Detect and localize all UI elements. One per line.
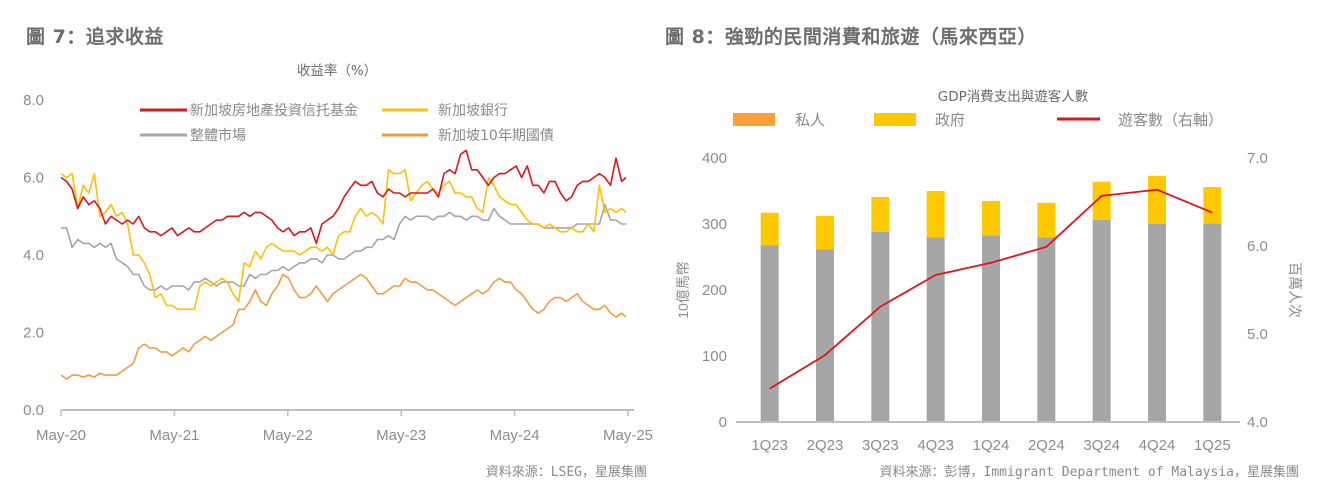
y-right-tick-label: 5.0 xyxy=(1247,326,1268,343)
legend-swatch-private xyxy=(733,113,775,126)
legend-label: 遊客數（右軸） xyxy=(1118,111,1223,129)
x-tick-label: 2Q24 xyxy=(1028,437,1065,454)
bar-private xyxy=(760,245,779,422)
legend-label: 整體市場 xyxy=(190,127,246,144)
bar-private xyxy=(926,237,945,422)
x-tick-label: May-25 xyxy=(603,427,653,444)
bar-government xyxy=(1203,187,1222,224)
visitors-line xyxy=(769,188,1213,390)
y-tick-label: 6.0 xyxy=(23,170,44,187)
bar-government xyxy=(871,196,890,232)
legend-swatch-government xyxy=(874,113,916,126)
x-tick-label: 1Q24 xyxy=(973,437,1010,454)
x-tick-label: 1Q23 xyxy=(751,437,788,454)
bar-private xyxy=(871,231,890,422)
figure-8-source: 資料來源：彭博，Immigrant Department of Malaysia… xyxy=(879,465,1299,480)
figure-7-source: 資料來源：LSEG，星展集團 xyxy=(485,465,647,480)
chart-2-title: GDP消費支出與遊客人數 xyxy=(938,88,1089,105)
y-tick-label: 400 xyxy=(702,150,727,167)
x-tick-label: 3Q23 xyxy=(862,437,899,454)
yield-line-chart: 收益率（%） 0.0 2.0 4.0 6.0 8.0 May-20 May-21 May-2… xyxy=(23,62,653,444)
bar-private xyxy=(816,249,834,422)
series-line-1 xyxy=(60,169,627,311)
y-right-tick-label: 7.0 xyxy=(1247,150,1268,167)
figure-8-title: 圖 8：強勁的民間消費和旅遊（馬來西亞） xyxy=(665,26,1037,48)
bar-government xyxy=(1092,181,1111,221)
bar-government xyxy=(760,212,779,246)
right-axis-label: 百萬人次 xyxy=(1287,262,1303,318)
y-right-tick-label: 4.0 xyxy=(1247,414,1268,431)
y-tick-label: 100 xyxy=(702,348,727,365)
x-tick-label: 4Q23 xyxy=(917,437,954,454)
x-tick-label: 1Q25 xyxy=(1194,437,1231,454)
x-tick-label: May-22 xyxy=(263,427,313,444)
x-tick-label: 3Q24 xyxy=(1083,437,1120,454)
series-line-3 xyxy=(60,273,627,380)
bar-government xyxy=(926,191,945,238)
y-tick-label: 4.0 xyxy=(23,247,44,264)
y-tick-label: 2.0 xyxy=(23,325,44,342)
bar-government xyxy=(816,216,834,250)
figure-7-title: 圖 7：追求收益 xyxy=(26,26,164,48)
bar-private xyxy=(1203,223,1222,422)
y-tick-label: 0 xyxy=(719,414,727,431)
x-tick-label: May-23 xyxy=(376,427,426,444)
bar-private xyxy=(1037,237,1056,422)
y-tick-label: 200 xyxy=(702,282,727,299)
chart-1-title: 收益率（%） xyxy=(297,62,377,79)
bar-private xyxy=(1092,220,1111,422)
y-tick-label: 300 xyxy=(702,216,727,233)
legend-label: 新加坡房地產投資信托基金 xyxy=(190,102,358,119)
x-tick-label: May-24 xyxy=(490,427,540,444)
series-line-0 xyxy=(60,149,627,245)
bar-private xyxy=(982,235,1000,422)
x-tick-label: 4Q24 xyxy=(1139,437,1176,454)
left-axis-label: 10億馬幣 xyxy=(675,261,691,319)
legend-label: 新加坡銀行 xyxy=(438,103,508,119)
legend-label: 私人 xyxy=(795,111,825,129)
x-tick-label: May-20 xyxy=(36,427,86,444)
y-right-tick-label: 6.0 xyxy=(1247,238,1268,255)
y-tick-label: 0.0 xyxy=(23,402,44,419)
legend-label: 新加坡10年期國債 xyxy=(438,128,554,144)
bar-government xyxy=(982,200,1000,236)
bar-government xyxy=(1148,175,1166,224)
bar-government xyxy=(1037,202,1056,238)
bar-private xyxy=(1148,224,1166,422)
y-tick-label: 8.0 xyxy=(23,92,44,109)
x-tick-label: May-21 xyxy=(149,427,199,444)
legend-label: 政府 xyxy=(935,111,965,129)
x-tick-label: 2Q23 xyxy=(807,437,844,454)
